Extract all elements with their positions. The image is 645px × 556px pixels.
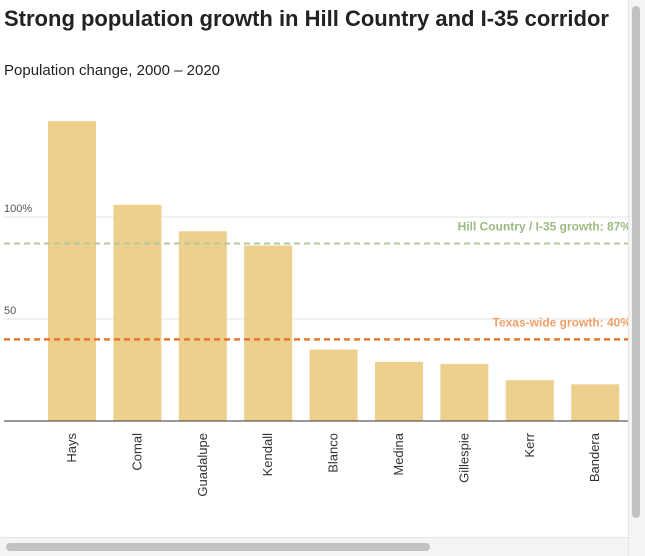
x-tick-label: Comal [129, 433, 144, 471]
y-tick-label: 100% [4, 203, 32, 215]
bar-hays [48, 121, 96, 422]
bar-comal [113, 204, 162, 421]
bar-bandera [571, 384, 620, 421]
x-tick-label: Hays [64, 433, 79, 463]
x-tick-label: Medina [391, 432, 406, 475]
bar-blanco [309, 349, 358, 421]
texas-wide-reference-label: Texas-wide growth: 40% [493, 315, 628, 329]
vertical-scrollbar-thumb[interactable] [632, 6, 640, 518]
y-tick-label: 50 [4, 305, 16, 317]
x-tick-label: Kerr [522, 432, 537, 457]
x-tick-label: Kendall [260, 433, 275, 476]
bar-guadalupe [178, 231, 227, 421]
chart-subtitle: Population change, 2000 – 2020 [4, 62, 221, 79]
chart-title: Strong population growth in Hill Country… [4, 6, 609, 31]
horizontal-scrollbar-thumb[interactable] [6, 543, 430, 551]
bar-gillespie [440, 363, 489, 421]
x-tick-label: Gillespie [456, 433, 471, 483]
hill-country-reference-label: Hill Country / I-35 growth: 87% [458, 220, 628, 234]
bar-medina [375, 361, 423, 421]
bar-chart: 50 100% Hays Comal Guadalupe Kendall Blanco Med… [4, 121, 628, 497]
x-tick-label: Guadalupe [195, 433, 210, 497]
x-tick-label: Blanco [326, 433, 341, 473]
bar-kendall [244, 245, 293, 421]
x-tick-label: Bandera [587, 432, 602, 482]
bar-kerr [505, 380, 554, 421]
